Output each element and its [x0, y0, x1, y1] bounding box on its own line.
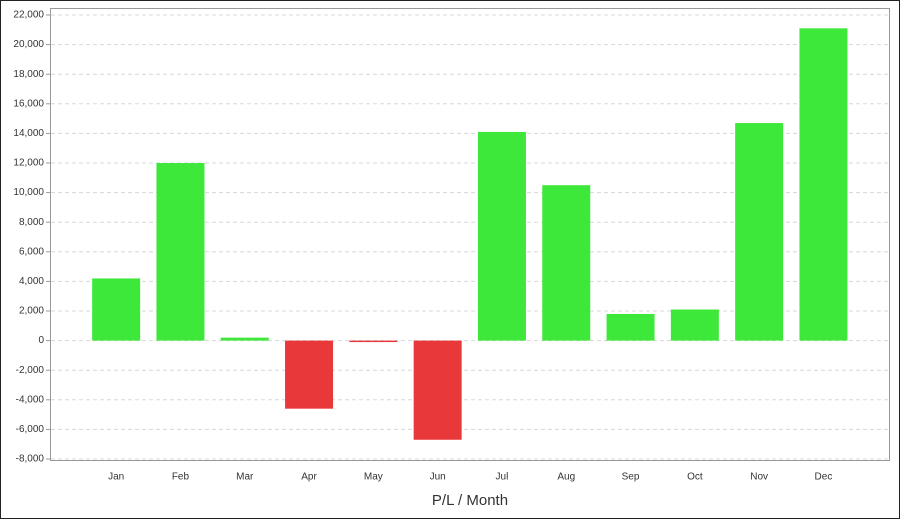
bar: [799, 28, 848, 341]
x-tick-label: Dec: [815, 472, 833, 483]
x-tick-label: Mar: [236, 472, 254, 483]
y-tick-label: -6,000: [16, 424, 45, 435]
y-tick-label: 2,000: [19, 306, 44, 317]
bar: [606, 313, 655, 341]
y-tick-label: 16,000: [13, 98, 44, 109]
bar: [92, 278, 141, 341]
x-tick-label: Jun: [430, 472, 446, 483]
y-tick-label: -2,000: [16, 365, 45, 376]
y-tick-label: -8,000: [16, 454, 45, 465]
x-tick-label: Aug: [557, 472, 575, 483]
x-tick-label: Oct: [687, 472, 703, 483]
x-tick-label: Feb: [172, 472, 190, 483]
x-tick-label: Jul: [496, 472, 509, 483]
y-tick-label: 22,000: [13, 10, 44, 21]
x-tick-label: Jan: [108, 472, 124, 483]
y-tick-label: 0: [38, 335, 44, 346]
bar: [542, 185, 591, 341]
bar: [670, 309, 719, 341]
x-tick-label: Apr: [301, 472, 317, 483]
y-tick-label: 10,000: [13, 187, 44, 198]
y-tick-label: 4,000: [19, 276, 44, 287]
bar: [285, 340, 334, 409]
y-tick-label: 14,000: [13, 128, 44, 139]
y-tick-label: -4,000: [16, 394, 45, 405]
bar: [477, 131, 526, 341]
bar: [735, 123, 784, 341]
x-tick-label: May: [364, 472, 383, 483]
x-axis-title: P/L / Month: [432, 492, 508, 509]
bar: [413, 340, 462, 440]
bar: [156, 163, 205, 341]
y-tick-label: 18,000: [13, 69, 44, 80]
x-tick-label: Sep: [622, 472, 640, 483]
bar: [220, 337, 269, 341]
bar: [349, 340, 398, 343]
x-tick-label: Nov: [750, 472, 768, 483]
y-tick-label: 20,000: [13, 39, 44, 50]
y-tick-label: 8,000: [19, 217, 44, 228]
y-tick-label: 6,000: [19, 246, 44, 257]
y-tick-label: 12,000: [13, 158, 44, 169]
